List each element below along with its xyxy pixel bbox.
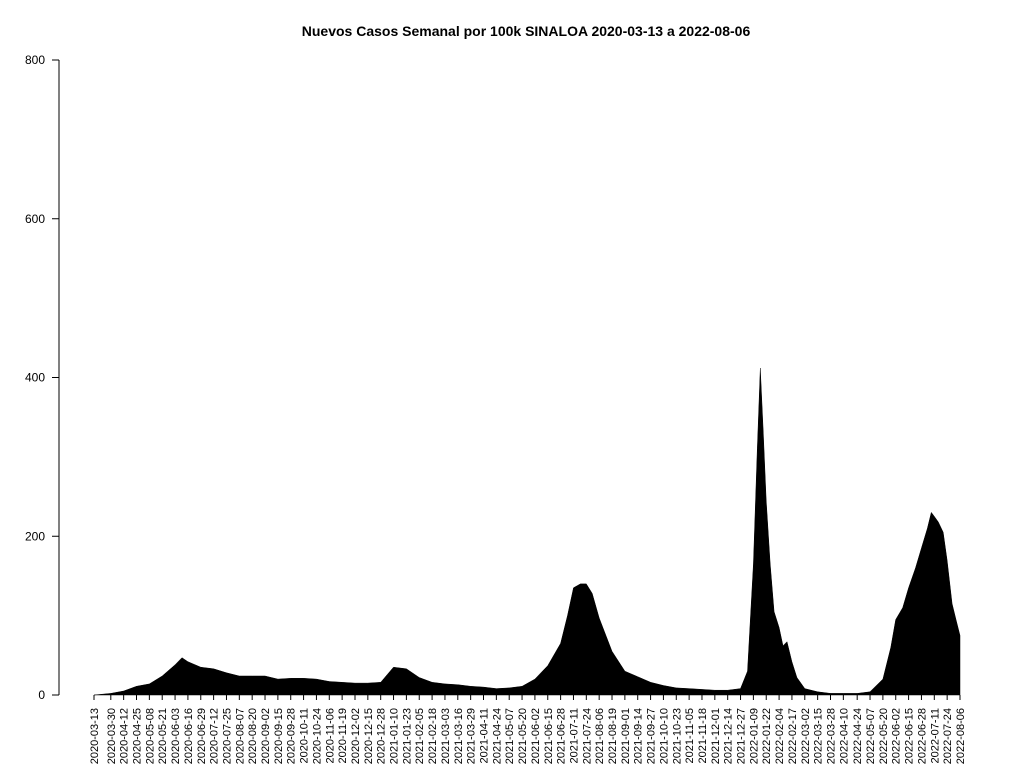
x-tick-label: 2020-08-20	[247, 708, 259, 764]
x-tick-label: 2022-07-24	[942, 708, 954, 764]
x-tick-label: 2020-06-29	[196, 708, 208, 764]
x-tick-label: 2020-11-06	[324, 708, 336, 763]
x-tick-label: 2021-05-20	[517, 708, 529, 764]
y-ticks: 0 200 400 600 800	[25, 53, 59, 702]
x-tick-label: 2022-03-28	[825, 708, 837, 764]
x-tick-label: 2022-02-04	[774, 708, 786, 764]
x-tick-label: 2021-10-23	[671, 708, 683, 764]
x-tick-label: 2021-09-14	[633, 708, 645, 764]
x-tick-label: 2020-04-12	[119, 708, 131, 764]
x-tick-label: 2021-09-27	[646, 708, 658, 764]
x-tick-label: 2021-06-15	[543, 708, 555, 764]
chart-title: Nuevos Casos Semanal por 100k SINALOA 20…	[302, 23, 751, 39]
x-tick-label: 2021-07-24	[581, 708, 593, 764]
x-tick-label: 2022-01-22	[761, 708, 773, 764]
x-tick-label: 2020-07-25	[221, 708, 233, 764]
x-tick-label: 2020-09-15	[273, 708, 285, 764]
x-tick-label: 2021-02-18	[427, 708, 439, 764]
x-tick-label: 2020-06-03	[170, 708, 182, 764]
x-tick-label: 2020-10-24	[311, 708, 323, 764]
x-tick-label: 2021-04-24	[491, 708, 503, 764]
x-tick-label: 2021-04-11	[479, 708, 491, 763]
x-tick-label: 2020-12-28	[376, 708, 388, 764]
x-tick-label: 2020-12-15	[363, 708, 375, 764]
x-tick-label: 2021-12-27	[736, 708, 748, 764]
x-tick-label: 2020-04-25	[132, 708, 144, 764]
x-tick-label: 2022-05-20	[878, 708, 890, 764]
x-tick-label: 2020-09-02	[260, 708, 272, 764]
x-tick-label: 2022-03-02	[800, 708, 812, 764]
x-tick-label: 2020-08-07	[234, 708, 246, 764]
y-tick-label: 200	[25, 529, 45, 543]
x-tick-label: 2021-12-14	[723, 708, 735, 764]
y-tick-label: 800	[25, 53, 45, 67]
x-tick-label: 2021-10-10	[658, 708, 670, 764]
x-tick-label: 2021-01-23	[401, 708, 413, 764]
x-tick-label: 2022-01-09	[748, 708, 760, 764]
x-tick-label: 2021-11-05	[684, 708, 696, 763]
x-tick-label: 2022-07-11	[929, 708, 941, 763]
x-tick-label: 2021-03-16	[453, 708, 465, 764]
series-area-path	[93, 367, 961, 696]
y-tick-label: 600	[25, 212, 45, 226]
x-ticks: 2020-03-13 2020-03-30 2020-04-12 2020-04-25…	[89, 695, 967, 764]
x-tick-label: 2020-05-21	[157, 708, 169, 764]
x-tick-label: 2020-03-30	[106, 708, 118, 764]
x-tick-label: 2021-06-02	[530, 708, 542, 764]
x-tick-label: 2021-01-10	[389, 708, 401, 764]
x-tick-label: 2021-08-19	[607, 708, 619, 764]
x-tick-label: 2022-08-06	[955, 708, 967, 764]
x-tick-label: 2020-09-28	[286, 708, 298, 764]
x-tick-label: 2021-03-29	[466, 708, 478, 764]
x-tick-label: 2022-04-10	[838, 708, 850, 764]
x-tick-label: 2020-05-08	[144, 708, 156, 764]
x-tick-label: 2022-06-02	[891, 708, 903, 764]
x-tick-label: 2021-06-28	[556, 708, 568, 764]
x-tick-label: 2020-03-13	[89, 708, 101, 764]
x-tick-label: 2020-06-16	[183, 708, 195, 764]
x-tick-label: 2022-03-15	[813, 708, 825, 764]
x-tick-label: 2021-02-05	[414, 708, 426, 764]
x-tick-label: 2020-10-11	[299, 708, 311, 763]
x-tick-label: 2020-12-02	[350, 708, 362, 764]
x-tick-label: 2021-09-01	[620, 708, 632, 764]
x-tick-label: 2021-08-06	[594, 708, 606, 764]
x-tick-label: 2020-07-12	[209, 708, 221, 764]
x-tick-label: 2022-02-17	[787, 708, 799, 764]
x-tick-label: 2021-12-01	[710, 708, 722, 764]
x-tick-label: 2022-04-24	[852, 708, 864, 764]
x-tick-label: 2021-07-11	[568, 708, 580, 763]
series-area	[93, 367, 961, 696]
y-axis: 0 200 400 600 800	[25, 53, 60, 702]
x-tick-label: 2021-05-07	[504, 708, 516, 764]
x-tick-label: 2020-11-19	[337, 708, 349, 763]
x-tick-label: 2022-06-28	[916, 708, 928, 764]
x-tick-label: 2021-11-18	[697, 708, 709, 763]
y-tick-label: 400	[25, 371, 45, 385]
x-tick-label: 2022-06-15	[904, 708, 916, 764]
x-tick-label: 2021-03-03	[440, 708, 452, 764]
y-tick-label: 0	[38, 688, 45, 702]
x-tick-label: 2022-05-07	[865, 708, 877, 764]
